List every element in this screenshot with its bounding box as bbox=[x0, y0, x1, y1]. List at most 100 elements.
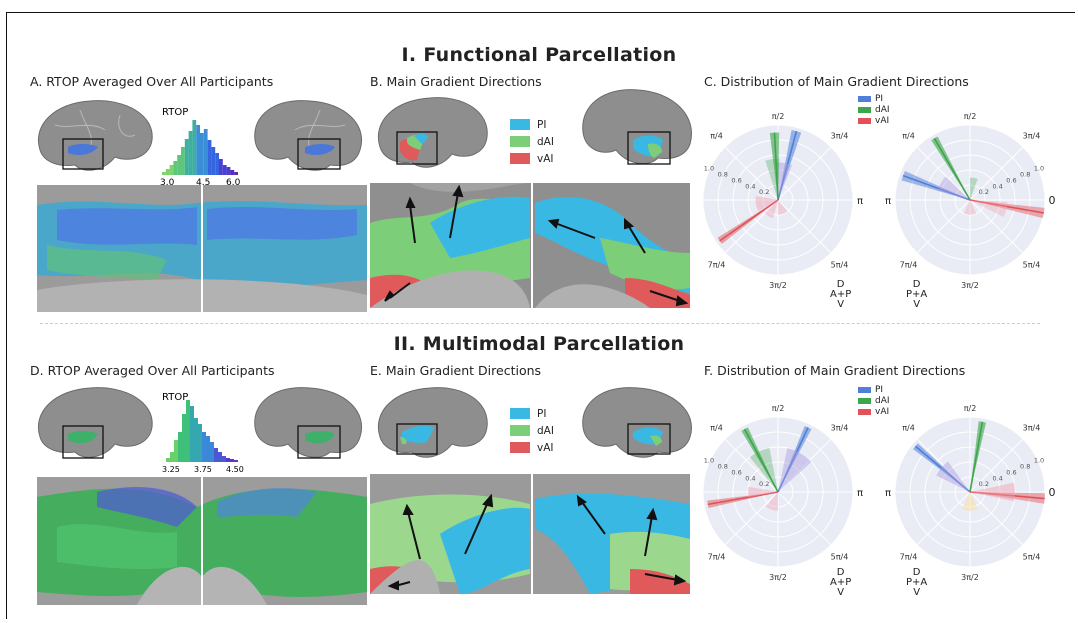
polar-radial-tick: 0.8 bbox=[718, 171, 728, 179]
polar-wedge bbox=[748, 486, 778, 498]
histogram-bar bbox=[173, 161, 178, 175]
histogram-bar bbox=[226, 167, 231, 175]
polar-wedge bbox=[937, 176, 970, 200]
polar-mean-line bbox=[773, 132, 779, 201]
polar-mean-line bbox=[743, 428, 779, 493]
polar-plot-f-right: π/2 3π/2 π/4 3π/4 7π/4 5π/4 0 π 1.0 0.8 0.6 0.40.2 bbox=[885, 404, 1056, 582]
polar-radial-tick: 1.0 bbox=[1034, 165, 1044, 173]
polar-mean-line bbox=[969, 421, 984, 493]
histogram-bar bbox=[200, 133, 204, 175]
polar-legend-vai-f: vAI bbox=[858, 406, 890, 417]
polar-pi-label: π bbox=[885, 196, 891, 207]
brain-lateral-left-d bbox=[38, 387, 153, 459]
polar-wedge bbox=[765, 158, 780, 200]
polar-wedge bbox=[970, 482, 1015, 502]
polar-mean-line bbox=[914, 445, 971, 493]
polar-pi-label: π bbox=[885, 488, 891, 499]
swatch-vai-polar-f bbox=[858, 408, 871, 415]
polar-radial-tick: 1.0 bbox=[704, 165, 714, 173]
polar-wedge bbox=[970, 200, 1008, 218]
polar-radial-tick: 0.6 bbox=[731, 468, 741, 476]
polar-angle-label: 5π/4 bbox=[831, 553, 849, 562]
swatch-vai bbox=[510, 153, 530, 164]
polar-angle-label: 7π/4 bbox=[900, 261, 918, 270]
histogram-bar bbox=[222, 165, 227, 175]
polar-angle-label: 3π/4 bbox=[1023, 132, 1041, 141]
polar-legend-pi-f: PI bbox=[858, 384, 890, 395]
polar-angle-label: π/2 bbox=[772, 112, 785, 121]
polar-wedge bbox=[936, 461, 970, 492]
polar-wedge bbox=[765, 492, 778, 511]
polar-angle-label: 7π/4 bbox=[708, 553, 726, 562]
panel-title-d: D. RTOP Averaged Over All Participants bbox=[30, 363, 275, 378]
zoom-view-b bbox=[370, 183, 690, 308]
orientation-f-right: D P+A V bbox=[906, 567, 928, 598]
histogram-bar bbox=[192, 120, 197, 175]
polar-zero-label: 0 bbox=[1049, 194, 1056, 207]
histogram-bar bbox=[182, 414, 186, 462]
polar-legend-c: PI dAI vAI bbox=[858, 93, 890, 126]
swatch-pi-polar bbox=[858, 95, 871, 102]
rtop-histogram-bottom: RTOP 3.25 3.75 4.50 bbox=[162, 392, 244, 474]
polar-radial-tick: 0.8 bbox=[1020, 463, 1030, 471]
swatch-vai-polar bbox=[858, 117, 871, 124]
polar-angle-label: 5π/4 bbox=[1023, 261, 1041, 270]
histogram-bar bbox=[222, 456, 226, 462]
polar-angle-label: π/2 bbox=[964, 404, 977, 413]
histogram-bar bbox=[177, 155, 181, 175]
polar-radial-tick: 0.4 bbox=[745, 474, 755, 482]
svg-text:3.0: 3.0 bbox=[160, 178, 175, 188]
swatch-dai-2 bbox=[510, 425, 530, 436]
histogram-bar bbox=[169, 165, 174, 175]
polar-angle-label: π/4 bbox=[710, 132, 723, 141]
panel-title-b: B. Main Gradient Directions bbox=[370, 74, 542, 89]
polar-wedge bbox=[962, 492, 978, 511]
polar-angle-label: 7π/4 bbox=[900, 553, 918, 562]
polar-legend-f: PI dAI vAI bbox=[858, 384, 890, 417]
svg-text:3.75: 3.75 bbox=[194, 465, 212, 474]
histogram-bar bbox=[166, 458, 170, 462]
swatch-vai-2 bbox=[510, 442, 530, 453]
histogram-bar bbox=[162, 172, 166, 175]
region-legend-top: PI dAI vAI bbox=[510, 116, 554, 167]
histogram-bar bbox=[226, 458, 230, 462]
polar-mean-line bbox=[933, 137, 971, 201]
swatch-dai-polar-f bbox=[858, 397, 871, 404]
svg-text:4.5: 4.5 bbox=[196, 178, 210, 188]
polar-wedge bbox=[707, 492, 778, 509]
panel-title-e: E. Main Gradient Directions bbox=[370, 363, 542, 378]
polar-wedge bbox=[749, 447, 778, 492]
polar-angle-label: 3π/2 bbox=[961, 573, 979, 582]
brain-lateral-left-a bbox=[38, 100, 153, 171]
polar-angle-label: 7π/4 bbox=[708, 261, 726, 270]
histogram-bar bbox=[203, 129, 208, 175]
polar-wedge bbox=[776, 162, 793, 200]
polar-mean-line bbox=[902, 174, 971, 201]
histogram-bar bbox=[196, 125, 200, 175]
polar-mean-line bbox=[969, 199, 1044, 214]
histogram-bar bbox=[198, 424, 202, 462]
polar-legend-vai: vAI bbox=[858, 115, 890, 126]
histogram-bar bbox=[230, 459, 234, 462]
histogram-bar bbox=[178, 432, 182, 462]
polar-mean-line bbox=[707, 491, 779, 506]
legend-item-vai-2: vAI bbox=[510, 439, 554, 456]
polar-mean-line bbox=[969, 491, 1045, 500]
polar-wedge bbox=[778, 130, 802, 200]
histogram-bar bbox=[214, 448, 218, 462]
polar-wedge bbox=[963, 200, 977, 215]
panel-title-c: C. Distribution of Main Gradient Directi… bbox=[704, 74, 969, 89]
svg-text:4.50: 4.50 bbox=[226, 465, 244, 474]
polar-angle-label: 3π/2 bbox=[769, 573, 787, 582]
polar-radial-tick: 1.0 bbox=[1034, 457, 1044, 465]
polar-plot-c-right: π/2 3π/2 π/4 3π/4 7π/4 5π/4 0 π 1.0 0.8 0.6 0.40.2 bbox=[885, 112, 1056, 290]
polar-radial-tick: 0.8 bbox=[718, 463, 728, 471]
polar-radial-tick: 0.6 bbox=[731, 176, 741, 184]
polar-wedge bbox=[970, 492, 1045, 504]
polar-angle-label: π/4 bbox=[902, 132, 915, 141]
histogram-bar bbox=[211, 147, 216, 175]
histogram-bar bbox=[188, 131, 193, 175]
legend-item-vai: vAI bbox=[510, 150, 554, 167]
polar-wedge bbox=[970, 421, 987, 492]
